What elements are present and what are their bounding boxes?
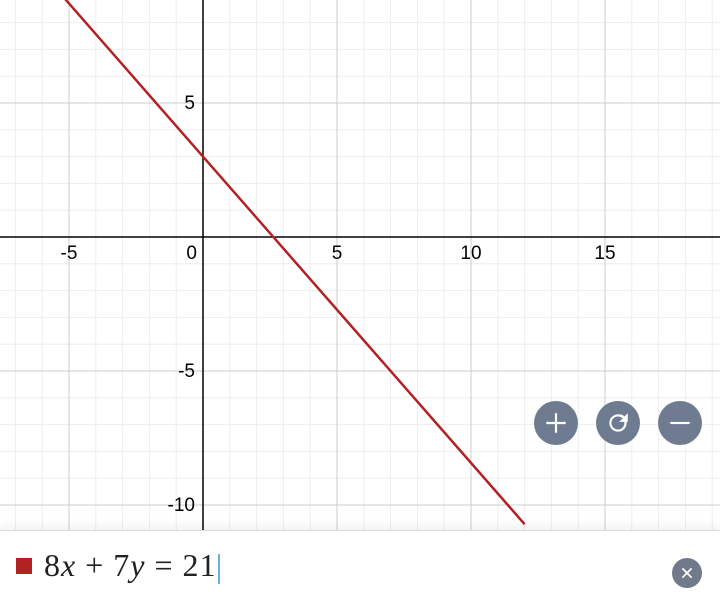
eq-coef1: 8 [44, 547, 61, 583]
series-color-swatch [16, 558, 32, 574]
svg-text:5: 5 [332, 243, 343, 264]
eq-var-x: x [61, 547, 76, 583]
svg-text:-5: -5 [61, 243, 78, 264]
text-cursor [218, 554, 220, 584]
eq-var-y: y [130, 547, 145, 583]
close-button[interactable] [672, 558, 702, 588]
svg-text:-10: -10 [168, 495, 195, 516]
zoom-in-button[interactable] [534, 401, 578, 445]
close-icon [680, 566, 694, 580]
equation-bar[interactable]: 8x + 7y = 21 [0, 530, 720, 600]
zoom-out-button[interactable] [658, 401, 702, 445]
svg-text:5: 5 [184, 93, 195, 114]
reload-icon [605, 410, 631, 436]
svg-text:15: 15 [594, 243, 615, 264]
reset-view-button[interactable] [596, 401, 640, 445]
equation-input[interactable]: 8x + 7y = 21 [44, 547, 220, 584]
minus-icon [667, 410, 693, 436]
view-controls [534, 401, 702, 445]
eq-op1: + 7 [76, 547, 130, 583]
graph-area[interactable]: -5 0 5 10 15 5 -5 -10 [0, 0, 720, 530]
svg-text:0: 0 [186, 243, 197, 264]
svg-text:-5: -5 [178, 361, 195, 382]
svg-text:10: 10 [460, 243, 481, 264]
plus-icon [543, 410, 569, 436]
coordinate-plane: -5 0 5 10 15 5 -5 -10 [0, 0, 720, 530]
eq-rhs: = 21 [145, 547, 216, 583]
